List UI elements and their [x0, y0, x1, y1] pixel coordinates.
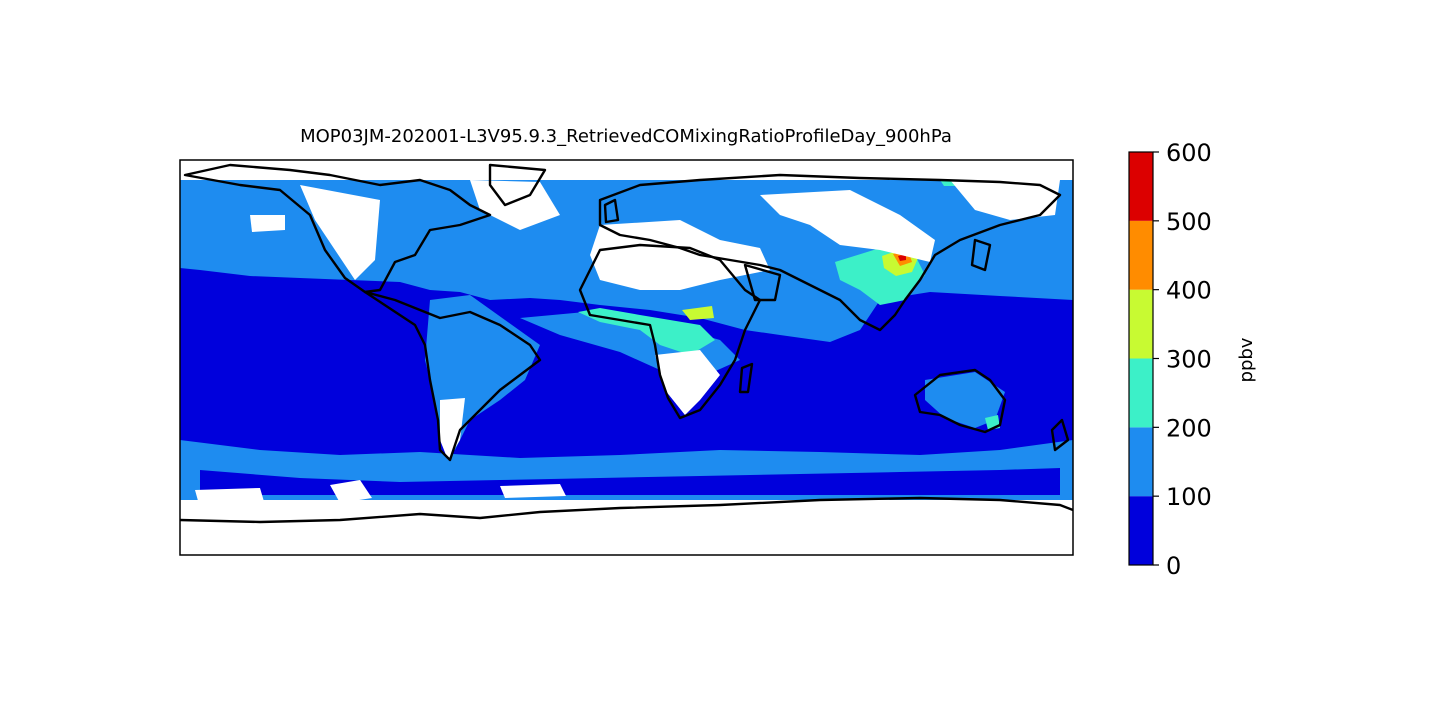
colorbar-tick-label: 100 [1166, 483, 1212, 511]
colorbar-tick-label: 600 [1166, 139, 1212, 167]
colorbar-tick-label: 200 [1166, 414, 1212, 442]
colorbar-segment-2 [1129, 358, 1153, 428]
colorbar-segment-3 [1129, 289, 1153, 359]
coastlines [180, 163, 1073, 524]
antarctic-inner [200, 468, 1060, 495]
colorbar-tick-label: 400 [1166, 277, 1212, 305]
colorbar-segment-5 [1129, 152, 1153, 221]
map-frame [179, 159, 1074, 556]
colorbar-tick-label: 500 [1166, 208, 1212, 236]
map-panel [180, 160, 1073, 555]
colorbar-tick-label: 0 [1166, 552, 1181, 580]
chart-title: MOP03JM-202001-L3V95.9.3_RetrievedCOMixi… [300, 126, 952, 147]
colorbar-segment-4 [1129, 220, 1153, 290]
colorbar-label: ppbv [1236, 337, 1257, 382]
missing-data [180, 160, 1073, 555]
colorbar: 0 100 200 300 400 500 600 [1128, 139, 1212, 580]
africa-300-400 [682, 306, 714, 320]
colorbar-segment-0 [1129, 496, 1153, 565]
colorbar-tick-label: 300 [1166, 346, 1212, 374]
colorbar-segment-1 [1129, 427, 1153, 497]
australia-band-100-200 [925, 372, 1005, 428]
